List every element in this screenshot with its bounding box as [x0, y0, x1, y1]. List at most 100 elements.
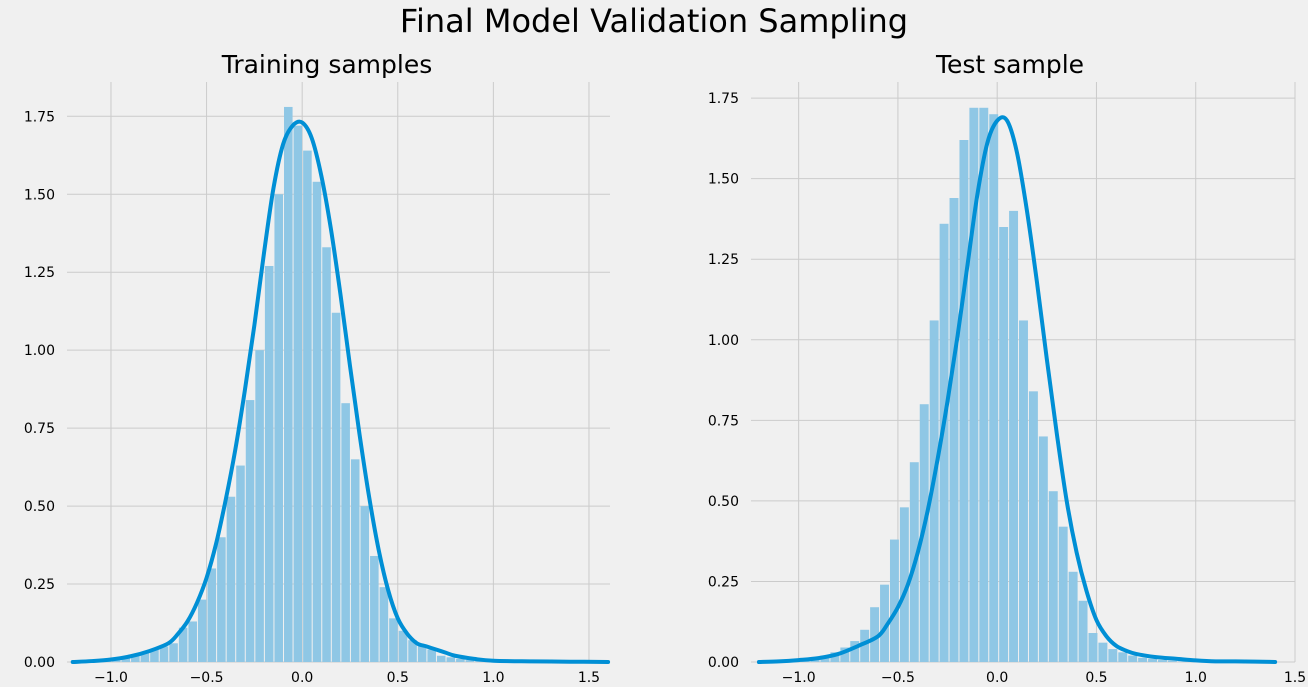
- histogram-bar: [1177, 661, 1187, 662]
- histogram-bar: [969, 107, 979, 663]
- histogram-bar: [197, 599, 207, 662]
- y-tick-label: 1.50: [24, 187, 55, 203]
- histogram-bar: [245, 400, 255, 662]
- histogram-bar: [1128, 655, 1138, 662]
- histogram-bar: [999, 227, 1009, 662]
- histogram-bar: [456, 658, 465, 662]
- histogram-bar: [303, 150, 312, 662]
- histogram-bar: [159, 646, 169, 662]
- histogram-bar: [889, 539, 899, 662]
- histogram-bar: [111, 659, 121, 662]
- histogram-bar: [178, 627, 188, 662]
- axes-training-samples: −1.0 −0.5 0.0 0.5 1.0 1.5 0.00 0.25 0.50 0.75 1.00…: [24, 50, 611, 686]
- axes-title: Training samples: [221, 50, 433, 79]
- histogram-bar: [140, 652, 150, 662]
- histogram-bar: [389, 618, 398, 662]
- histogram-bar: [959, 140, 969, 662]
- histogram-bar: [379, 587, 389, 662]
- histogram-bar: [1028, 391, 1038, 662]
- histogram-bar: [446, 657, 456, 662]
- y-tick-label: 1.50: [708, 172, 739, 188]
- histogram-bar: [899, 507, 909, 662]
- y-tick-label: 1.25: [708, 252, 739, 268]
- y-tick-label: 0.00: [24, 655, 55, 671]
- x-tick-label: 1.0: [482, 670, 504, 686]
- histogram-bar: [121, 658, 131, 662]
- x-tick-label: 0.0: [291, 670, 313, 686]
- histogram-bar: [1088, 633, 1098, 662]
- kde-line: [70, 119, 611, 664]
- histogram-bar: [1038, 436, 1048, 662]
- histogram-bar: [1019, 320, 1028, 662]
- y-tick-label: 1.00: [708, 333, 739, 349]
- histogram-bar: [1078, 600, 1088, 662]
- x-tick-label: 0.0: [986, 670, 1008, 686]
- histogram-bar: [188, 621, 197, 662]
- x-tick-label: 1.5: [1284, 670, 1306, 686]
- x-tick-label: −0.5: [190, 670, 224, 686]
- x-tick-label: 1.5: [578, 670, 600, 686]
- histogram-bar: [217, 537, 226, 662]
- histogram-bar: [1098, 642, 1108, 662]
- histogram-bar: [860, 629, 870, 662]
- x-tick-label: 0.5: [1085, 670, 1107, 686]
- y-tick-label: 1.75: [708, 91, 739, 107]
- histogram-bar: [255, 350, 264, 662]
- histogram-bar: [939, 223, 949, 662]
- histogram-bar: [880, 584, 889, 662]
- histogram-bar: [1058, 526, 1068, 662]
- histogram-bar: [1009, 210, 1019, 662]
- histogram-bar: [150, 649, 159, 662]
- y-tick-label: 0.50: [24, 499, 55, 515]
- histogram-bar: [207, 568, 217, 662]
- histogram-bar: [236, 465, 245, 662]
- histogram-bar: [284, 106, 293, 663]
- histogram-bar: [840, 647, 850, 662]
- y-tick-label: 1.25: [24, 265, 55, 281]
- histogram-bar: [312, 181, 322, 662]
- histogram-bar: [1108, 649, 1118, 662]
- histogram-bar: [870, 607, 880, 662]
- x-tick-label: −1.0: [94, 670, 128, 686]
- histogram-bar: [360, 506, 370, 662]
- histogram-bar: [331, 312, 341, 662]
- x-tick-label: −0.5: [881, 670, 915, 686]
- histogram-bar: [169, 643, 178, 662]
- histogram-bar: [370, 555, 379, 662]
- histogram-bar: [979, 107, 989, 663]
- figure-suptitle: Final Model Validation Sampling: [399, 2, 909, 40]
- histogram-bar: [398, 630, 408, 662]
- histogram-bar: [322, 247, 331, 663]
- y-tick-label: 0.25: [708, 574, 739, 590]
- histogram-bar: [226, 496, 236, 662]
- y-tick-label: 0.75: [24, 421, 55, 437]
- x-tick-label: 0.5: [387, 670, 409, 686]
- histogram-bar: [408, 640, 417, 662]
- histogram-bar: [830, 652, 840, 662]
- y-tick-label: 0.50: [708, 494, 739, 510]
- histogram-bar: [436, 655, 446, 662]
- histogram-bar: [1118, 652, 1128, 662]
- histogram-bar: [1048, 491, 1058, 662]
- histogram-bar: [850, 641, 860, 662]
- histogram-bar: [929, 320, 939, 662]
- histogram-bar: [427, 649, 436, 662]
- histogram-bar: [949, 198, 959, 662]
- axes-title: Test sample: [935, 50, 1084, 79]
- histogram-bar: [1138, 657, 1148, 662]
- histogram-bar: [274, 194, 284, 663]
- y-tick-label: 1.75: [24, 109, 55, 125]
- x-tick-label: −1.0: [782, 670, 816, 686]
- histogram-bar: [350, 459, 360, 662]
- y-tick-label: 0.00: [708, 655, 739, 671]
- y-tick-label: 0.25: [24, 577, 55, 593]
- y-tick-label: 1.00: [24, 343, 55, 359]
- histogram-bar: [293, 125, 303, 663]
- histogram-bar: [341, 403, 350, 662]
- histogram-bar: [1068, 571, 1078, 662]
- kde-line: [756, 115, 1278, 664]
- histogram-bar: [465, 660, 475, 662]
- histogram-bar: [1148, 658, 1158, 662]
- histogram-bar: [989, 114, 999, 662]
